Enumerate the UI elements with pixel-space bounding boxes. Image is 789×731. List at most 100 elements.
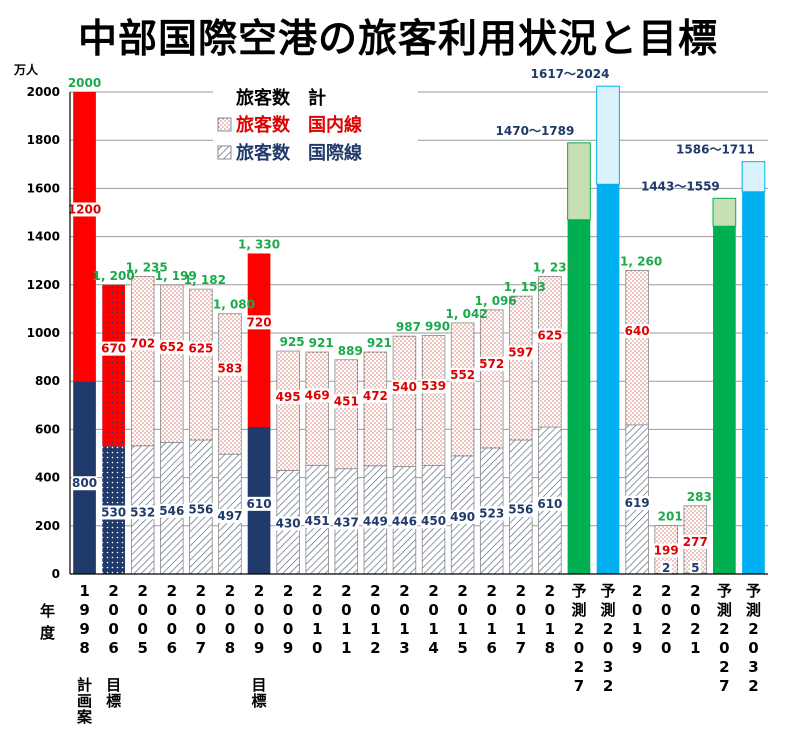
intl-value-label: 490 [450,510,475,524]
legend-swatch-international [217,145,232,160]
dom-value-label-bg [624,324,650,339]
category-label-char: 2 [748,620,758,638]
category-label-char: 0 [167,620,177,638]
intl-value-label: 556 [508,503,533,517]
category-label-char: 7 [196,639,206,657]
legend-international: 旅客数 国際線 [236,142,362,164]
intl-value-label: 530 [101,506,126,520]
category-label-char: 2 [167,582,177,600]
y-tick-label: 1200 [27,278,60,292]
bar-domestic [218,313,242,455]
bar-domestic [334,359,359,470]
forecast-bar-low [742,191,765,575]
dom-value-label-bg [275,390,301,405]
intl-value-label-bg [689,561,701,575]
intl-value-label: 610 [537,497,562,511]
category-note-char: 標 [106,692,121,710]
intl-value-label: 556 [188,503,213,517]
category-label-char: 0 [254,620,264,638]
bar-domestic [363,351,388,467]
legend-domestic: 旅客数 国内線 [236,114,362,136]
total-value-label: 987 [396,320,421,334]
category-label-char: 0 [254,601,264,619]
dom-value-label: 469 [305,389,330,403]
category-label-char: 2 [719,658,729,676]
dom-value-label-bg [507,345,534,360]
legend-box [213,82,418,167]
category-label-char: 2 [719,620,729,638]
bar-domestic [130,275,155,447]
category-label-char: 1 [632,620,642,638]
category-label-char: 0 [283,601,293,619]
category-label-char: 2 [516,582,526,600]
category-label-char: 0 [108,620,118,638]
category-label-char: 予 [717,582,732,600]
category-label-char: 0 [719,639,729,657]
category-label-char: 0 [283,620,293,638]
category-label-char: 0 [632,601,642,619]
category-label-char: 測 [601,601,616,619]
category-note-char: 計 [77,676,92,694]
bar-domestic [479,309,504,449]
category-label-char: 2 [312,582,322,600]
category-label-char: 3 [748,658,758,676]
dom-value-label: 640 [625,324,650,338]
category-label-char: 2 [690,620,700,638]
category-label-char: 7 [574,677,584,695]
dom-value-label: 552 [450,368,475,382]
category-label-char: 2 [574,658,584,676]
category-label-char: 0 [748,639,758,657]
category-label-char: 0 [516,601,526,619]
bar-domestic [392,335,417,467]
bar-domestic [305,351,329,466]
category-label-char: 2 [632,582,642,600]
dom-value-label-bg [217,361,243,376]
category-label-char: 1 [370,620,380,638]
dom-value-label-bg [100,341,127,356]
intl-value-label: 497 [217,509,242,523]
category-label-char: 2 [370,639,380,657]
total-value-label: 1, 200 [93,269,135,283]
intl-value-label-bg [188,502,214,517]
chart-title: 中部国際空港の旅客利用状況と目標 [78,17,719,62]
intl-value-label-bg [275,516,301,531]
bar-domestic [102,284,125,447]
category-label-char: 1 [79,582,89,600]
intl-value-label-bg [304,514,331,529]
y-tick-label: 400 [35,471,60,485]
category-label-char: 1 [341,620,351,638]
category-label-char: 0 [225,620,235,638]
intl-value-label-bg [71,476,98,491]
category-label-char: 測 [571,601,586,619]
intl-value-label: 450 [421,514,446,528]
category-label-char: 6 [167,639,177,657]
total-value-label: 990 [425,319,450,333]
category-label-char: 1 [399,620,409,638]
intl-value-label: 449 [363,514,388,528]
category-label-char: 0 [341,601,351,619]
dom-value-label: 199 [654,543,679,557]
category-label-char: 予 [601,582,616,600]
bar-domestic [160,284,184,443]
total-value-label: 1, 235 [126,260,168,274]
dom-value-label-bg [653,543,680,558]
category-label-char: 0 [603,639,613,657]
total-value-label: 1, 080 [213,298,255,312]
bar-domestic [189,288,213,441]
category-label-char: 2 [486,582,496,600]
dom-value-label: 652 [159,340,184,354]
intl-value-label: 2 [662,561,670,575]
dom-value-label: 277 [683,535,708,549]
category-label-char: 0 [196,620,206,638]
y-tick-label: 0 [52,567,60,581]
category-label-char: 1 [545,620,555,638]
category-label-char: 0 [399,601,409,619]
forecast-bar-low [596,184,620,575]
intl-value-label-bg [507,502,534,517]
total-value-label: 1, 199 [155,269,197,283]
total-value-label: 1, 153 [504,280,546,294]
